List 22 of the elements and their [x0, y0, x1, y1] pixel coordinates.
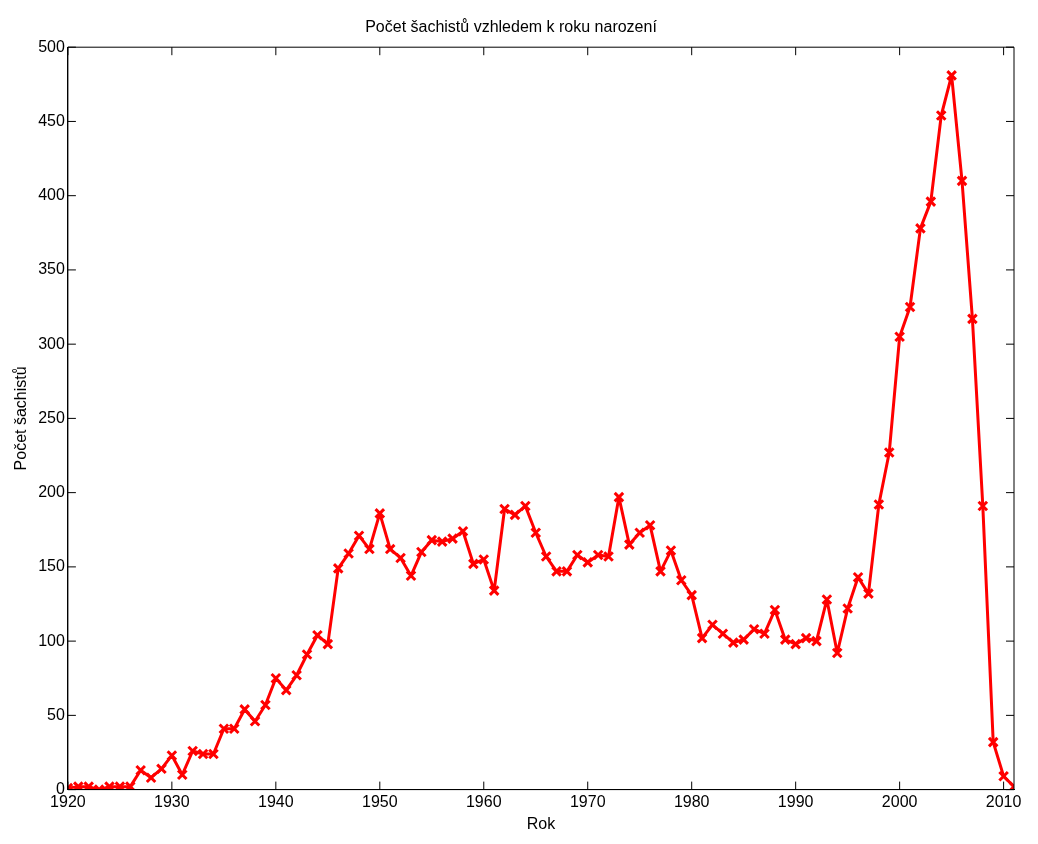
x-tick-label: 2010: [985, 792, 1022, 810]
y-tick-label: 250: [38, 408, 65, 426]
y-tick-label: 100: [38, 631, 65, 649]
y-tick-label: 450: [38, 111, 65, 129]
x-tick-label: 1940: [258, 792, 294, 810]
x-tick-label: 2000: [881, 792, 918, 810]
x-tick-label: 1960: [465, 792, 502, 810]
x-tick-label: 1950: [362, 792, 398, 810]
x-tick-label: 1970: [569, 792, 606, 810]
x-tick-label: 1990: [777, 792, 814, 810]
x-tick-label: 1980: [673, 792, 710, 810]
x-axis-title: Rok: [526, 814, 557, 832]
y-tick-label: 400: [38, 186, 65, 204]
y-tick-label: 500: [38, 37, 65, 55]
y-tick-label: 50: [47, 705, 65, 723]
chart-title: Počet šachistů vzhledem k roku narození: [365, 18, 658, 36]
y-tick-label: 350: [38, 260, 65, 278]
y-tick-label: 200: [38, 483, 65, 501]
y-tick-label: 150: [38, 557, 65, 575]
y-axis-title: Počet šachistů: [12, 366, 30, 471]
x-tick-label: 1930: [154, 792, 190, 810]
y-tick-label: 300: [38, 334, 65, 352]
